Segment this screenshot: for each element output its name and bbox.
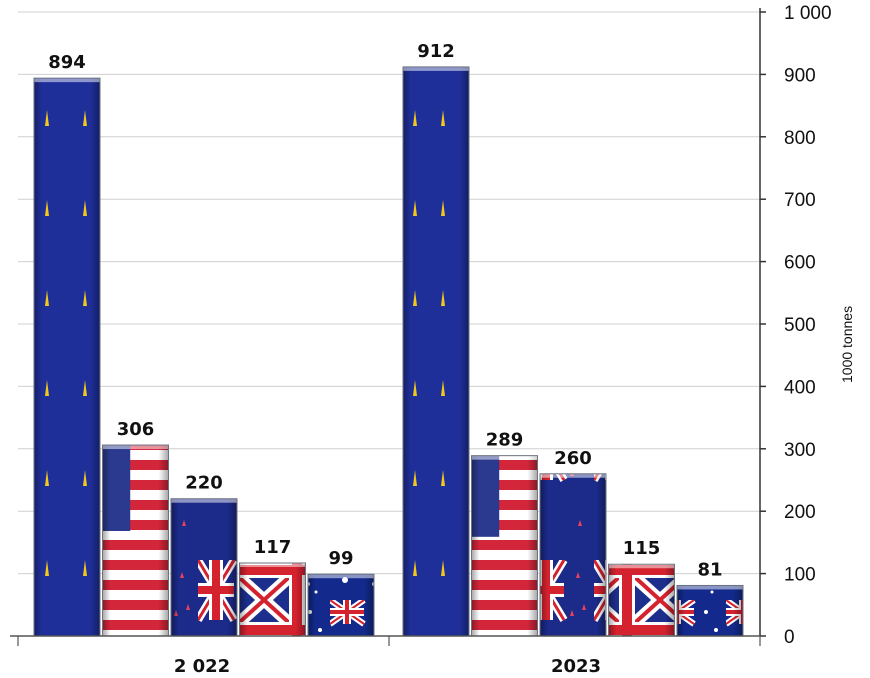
data-labels: 894 306 220 117 99 912 289 260 115 81 xyxy=(48,41,722,581)
bar-top-highlight xyxy=(239,562,306,567)
bar-top-highlight xyxy=(608,564,675,569)
us-flag-bar xyxy=(102,444,169,637)
bar-shading xyxy=(239,562,306,636)
bar-top-highlight xyxy=(171,498,237,503)
bar-top-highlight xyxy=(471,455,538,460)
data-label: 306 xyxy=(117,419,155,440)
bar-shading xyxy=(102,445,169,636)
data-label: 289 xyxy=(486,430,524,451)
data-label: 894 xyxy=(48,52,86,73)
uk-flag-bar xyxy=(608,563,675,637)
eu-flag-bar xyxy=(402,66,470,637)
x-category-label: 2 022 xyxy=(174,656,230,677)
data-label: 99 xyxy=(328,548,353,569)
data-label: 81 xyxy=(697,559,722,580)
nz-flag-bar xyxy=(539,473,607,637)
nz-flag-bar xyxy=(170,498,238,637)
y-tick-label: 800 xyxy=(784,128,816,149)
y-tick-label: 500 xyxy=(784,315,816,336)
uk-flag-bar xyxy=(239,562,306,637)
bar-shading xyxy=(403,66,469,637)
bar-top-highlight xyxy=(102,445,169,450)
data-label: 912 xyxy=(417,41,455,62)
data-label: 115 xyxy=(623,538,661,559)
bar-top-highlight xyxy=(308,574,374,579)
x-axis: 2 022 2023 xyxy=(10,635,761,677)
y-tick-label: 600 xyxy=(784,253,816,274)
bar-shading xyxy=(308,574,374,636)
y-tick-label: 1 000 xyxy=(784,3,832,24)
data-label: 117 xyxy=(254,537,292,558)
y-tick-label: 0 xyxy=(784,627,795,648)
y-tick-label: 400 xyxy=(784,377,816,398)
y-tick-label: 300 xyxy=(784,440,816,461)
bar-shading xyxy=(540,473,606,636)
y-tick-label: 900 xyxy=(784,65,816,86)
bar-shading xyxy=(34,78,100,637)
bar-shading xyxy=(608,564,675,636)
y-axis-title: 1000 tonnes xyxy=(839,306,855,383)
bar-shading xyxy=(471,455,538,636)
bars xyxy=(33,66,744,637)
y-tick-label: 100 xyxy=(784,565,816,586)
data-label: 260 xyxy=(554,448,592,469)
au-flag-bar xyxy=(307,573,375,637)
bar-shading xyxy=(677,585,743,636)
y-tick-label: 700 xyxy=(784,190,816,211)
au-flag-bar xyxy=(676,584,744,637)
y-axis: 0 100 200 300 400 500 600 700 800 900 1 000 xyxy=(759,3,832,648)
bar-top-highlight xyxy=(34,78,100,83)
eu-flag-bar xyxy=(33,77,101,637)
bar-top-highlight xyxy=(403,66,469,71)
us-flag-bar xyxy=(471,455,538,637)
bar-top-highlight xyxy=(677,585,743,590)
x-category-label: 2023 xyxy=(551,656,601,677)
bar-top-highlight xyxy=(540,473,606,478)
y-tick-label: 200 xyxy=(784,502,816,523)
data-label: 220 xyxy=(185,473,223,494)
bar-shading xyxy=(171,498,237,636)
